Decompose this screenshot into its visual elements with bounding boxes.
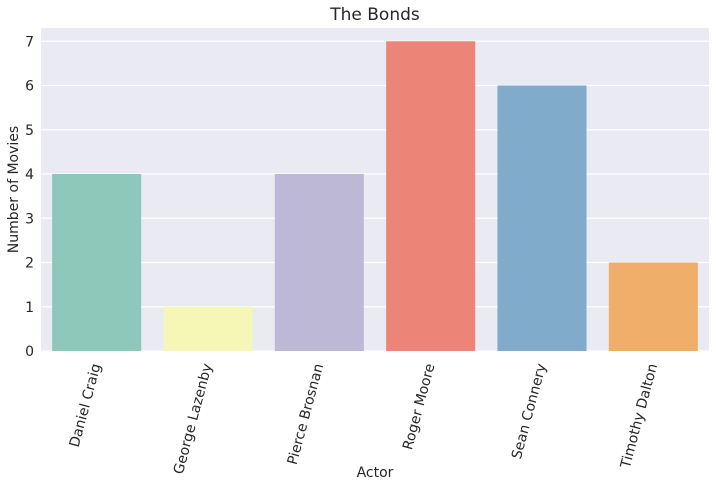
y-axis-label: Number of Movies <box>6 126 22 253</box>
x-axis-label: Actor <box>357 465 394 481</box>
bar-george-lazenby <box>163 306 253 351</box>
bar-timothy-dalton <box>608 262 698 351</box>
bar-sean-connery <box>497 85 587 352</box>
bar-roger-moore <box>386 41 476 351</box>
y-tick-label: 6 <box>25 79 34 95</box>
x-tick-label: Pierce Brosnan <box>285 362 327 467</box>
bar-pierce-brosnan <box>274 174 364 351</box>
x-tick-labels: Daniel Craig George Lazenby Pierce Brosnan… <box>67 362 661 476</box>
chart-title: The Bonds <box>329 5 420 25</box>
x-tick-label: Roger Moore <box>400 362 438 452</box>
y-tick-label: 5 <box>25 123 34 139</box>
x-tick-label: George Lazenby <box>171 362 216 476</box>
bars <box>52 41 698 352</box>
y-tick-label: 4 <box>25 167 34 183</box>
x-tick-label: Daniel Craig <box>67 362 105 449</box>
x-tick-label: Sean Connery <box>509 362 550 461</box>
y-tick-label: 0 <box>25 344 34 360</box>
gridlines <box>41 40 709 352</box>
y-tick-label: 2 <box>25 256 34 272</box>
plot-background <box>41 28 709 351</box>
y-tick-label: 3 <box>25 211 34 227</box>
x-tick-label: Timothy Dalton <box>618 362 662 471</box>
bar-daniel-craig <box>52 174 142 351</box>
y-tick-label: 1 <box>25 300 34 316</box>
y-tick-label: 7 <box>25 34 34 50</box>
y-tick-labels: 0 1 2 3 4 5 6 7 <box>25 34 34 360</box>
